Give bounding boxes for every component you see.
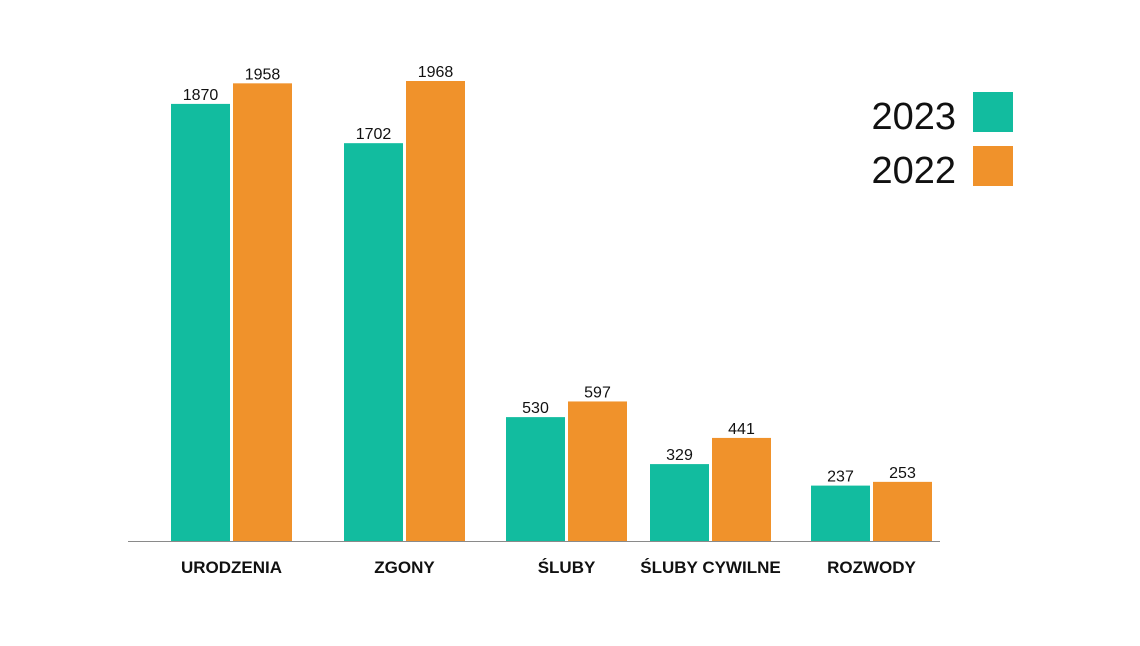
bar-group: 329 441 ŚLUBY CYWILNE: [640, 421, 780, 577]
legend-item: 2023: [871, 92, 1013, 138]
legend-item: 2022: [871, 146, 1013, 192]
data-label: 253: [889, 465, 916, 482]
data-label: 1968: [418, 64, 454, 81]
bar: [406, 81, 465, 541]
data-label: 1870: [183, 87, 219, 104]
bar: [811, 485, 870, 541]
legend-swatch: [973, 146, 1013, 186]
legend-swatch: [973, 92, 1013, 132]
bar: [233, 83, 292, 541]
legend-label: 2022: [871, 150, 956, 192]
category-label: ŚLUBY: [538, 558, 596, 577]
data-label: 441: [728, 421, 755, 438]
data-label: 597: [584, 384, 611, 401]
data-label: 329: [666, 447, 693, 464]
bar-group: 1870 1958 URODZENIA: [171, 66, 292, 577]
bar-group: 1702 1968 ZGONY: [344, 64, 465, 577]
category-label: URODZENIA: [181, 558, 282, 577]
bar: [568, 401, 627, 541]
category-label: ŚLUBY CYWILNE: [640, 558, 780, 577]
data-label: 1702: [356, 126, 392, 143]
bar: [344, 143, 403, 541]
bar-group: 237 253 ROZWODY: [811, 465, 932, 577]
category-label: ZGONY: [374, 558, 435, 577]
data-label: 530: [522, 400, 549, 417]
legend: 2023 2022: [871, 92, 1013, 192]
data-label: 1958: [245, 66, 281, 83]
bar: [506, 417, 565, 541]
category-label: ROZWODY: [827, 558, 916, 577]
bar: [712, 437, 771, 541]
bar: [650, 464, 709, 541]
legend-label: 2023: [871, 96, 956, 138]
data-label: 237: [827, 469, 854, 486]
bar: [171, 103, 230, 542]
bar-group: 530 597 ŚLUBY: [506, 384, 627, 577]
bar: [873, 481, 932, 541]
